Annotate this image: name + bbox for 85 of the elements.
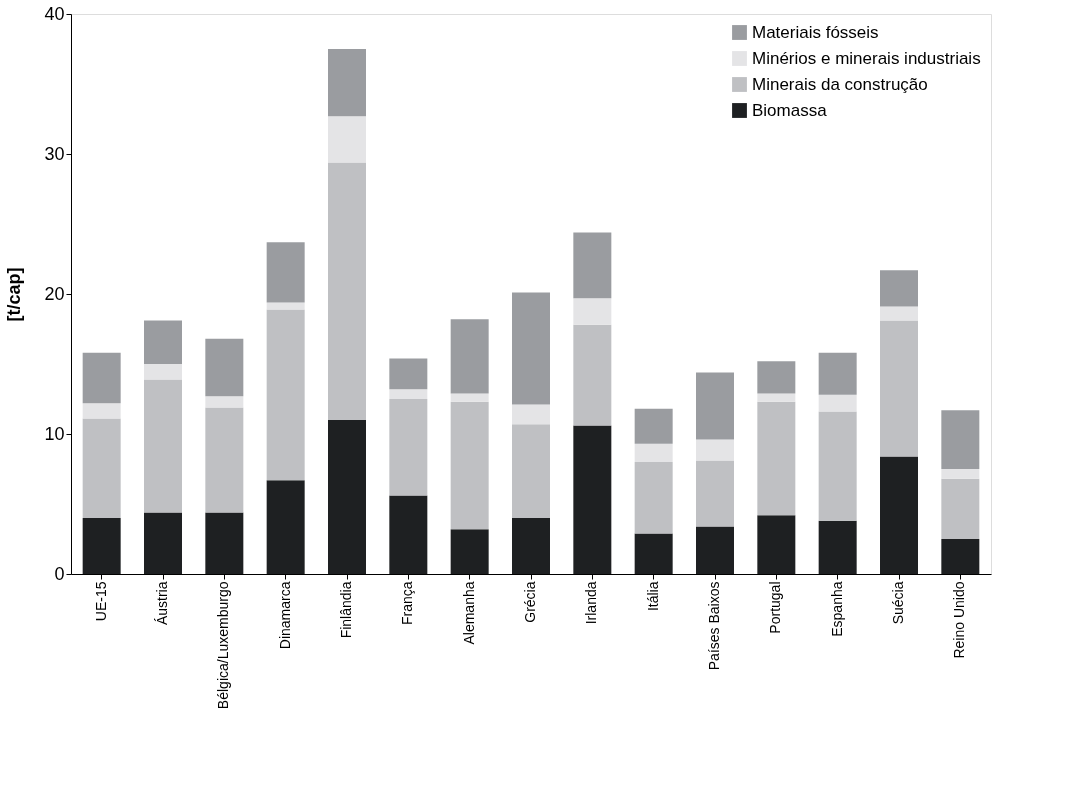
bar xyxy=(757,393,796,402)
bar xyxy=(144,512,182,574)
bar xyxy=(82,418,121,518)
bar xyxy=(573,425,612,574)
bar xyxy=(696,372,734,440)
bar xyxy=(941,410,980,469)
bar xyxy=(696,526,734,574)
bar xyxy=(818,352,857,395)
x-tick-label: Irlanda xyxy=(583,581,600,625)
bar xyxy=(144,364,182,380)
bar xyxy=(512,424,550,518)
bar xyxy=(82,518,121,574)
bar xyxy=(450,393,489,402)
legend-label: Biomassa xyxy=(752,100,828,120)
bar xyxy=(205,407,244,513)
bar xyxy=(818,520,857,574)
bar xyxy=(389,389,428,399)
bar xyxy=(205,338,244,397)
y-tick-label: 40 xyxy=(44,3,65,24)
bar xyxy=(696,460,734,527)
bar xyxy=(512,404,550,425)
x-tick-label: Bélgica/Luxemburgo xyxy=(215,581,232,710)
x-tick-label: Itália xyxy=(644,581,661,612)
bar xyxy=(634,443,673,462)
bar xyxy=(941,478,980,539)
x-tick-label: França xyxy=(399,581,416,626)
bar xyxy=(941,539,980,574)
bar xyxy=(757,401,796,516)
bar xyxy=(389,358,428,390)
bar xyxy=(573,324,612,426)
bar xyxy=(328,162,366,420)
bar xyxy=(757,515,796,574)
bar xyxy=(144,379,182,513)
y-tick-label: 10 xyxy=(44,423,65,444)
bar xyxy=(205,396,244,408)
y-axis-title: [t/cap] xyxy=(4,267,25,322)
x-tick-label: Dinamarca xyxy=(276,581,293,650)
bar xyxy=(573,232,612,299)
bar xyxy=(818,411,857,521)
bar xyxy=(941,469,980,479)
x-tick-label: Grécia xyxy=(522,581,538,623)
x-tick-label: Países Baixos xyxy=(706,581,722,671)
legend-label: Minérios e minerais industriais xyxy=(752,48,981,68)
bar xyxy=(818,394,857,412)
x-tick-label: Reino Unido xyxy=(951,581,968,659)
legend-label: Materiais fósseis xyxy=(752,22,879,42)
x-tick-label: Alemanha xyxy=(460,581,477,645)
bar xyxy=(328,49,366,117)
bar xyxy=(880,456,918,574)
bar xyxy=(144,320,182,364)
bar xyxy=(266,242,305,303)
bar xyxy=(389,399,428,496)
bar xyxy=(450,401,489,530)
legend-label: Minerais da construção xyxy=(752,74,928,94)
bar xyxy=(512,518,550,574)
bar xyxy=(696,439,734,461)
bar xyxy=(450,529,489,574)
x-tick-label: Espanha xyxy=(828,581,845,637)
bar xyxy=(634,408,673,444)
bar xyxy=(266,480,305,574)
bar xyxy=(389,495,428,574)
bar xyxy=(82,352,121,404)
bar xyxy=(512,292,550,405)
bar xyxy=(634,533,673,574)
bar xyxy=(82,403,121,419)
bar xyxy=(266,302,305,310)
x-tick-label: Finlândia xyxy=(338,581,354,639)
bar xyxy=(328,420,366,574)
bar xyxy=(880,306,918,321)
bar xyxy=(328,116,366,163)
x-tick-label: Portugal xyxy=(767,581,784,634)
bar xyxy=(880,320,918,457)
x-tick-label: Suécia xyxy=(890,581,906,625)
bar xyxy=(205,512,244,574)
bar xyxy=(573,298,612,325)
y-tick-label: 20 xyxy=(44,283,65,304)
y-tick-label: 0 xyxy=(54,563,65,584)
bar xyxy=(266,309,305,481)
x-tick-label: UE-15 xyxy=(92,581,109,622)
y-tick-label: 30 xyxy=(44,143,65,164)
bar xyxy=(634,462,673,534)
bar xyxy=(450,319,489,394)
bar xyxy=(880,270,918,307)
x-tick-label: Áustria xyxy=(154,581,170,626)
bar xyxy=(757,361,796,394)
